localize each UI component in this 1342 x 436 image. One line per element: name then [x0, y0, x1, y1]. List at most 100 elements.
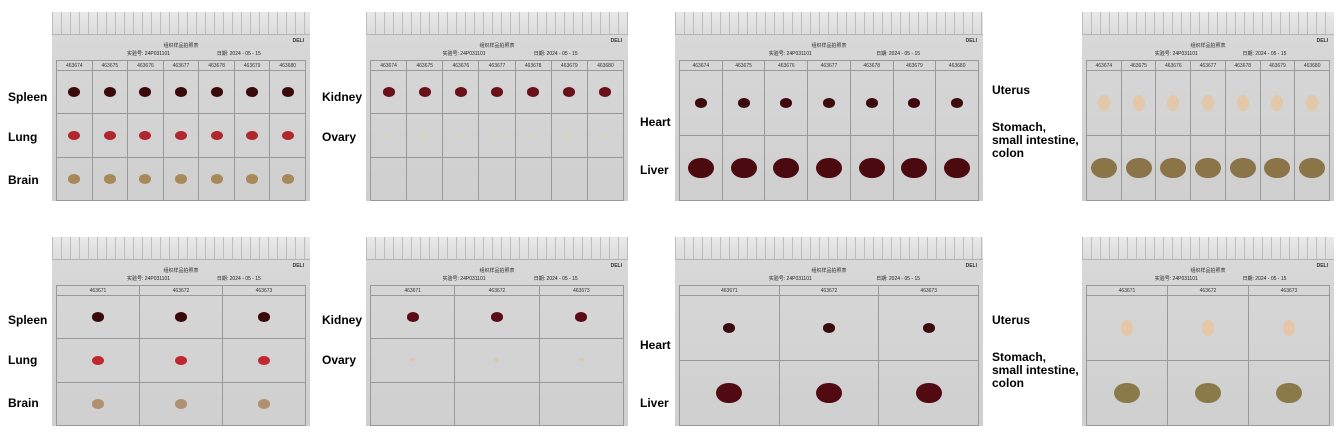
sample-cell [722, 136, 766, 201]
sample-cell [779, 296, 880, 361]
sample-id: 463671 [371, 286, 456, 296]
sample-cell [234, 157, 271, 201]
ruler [52, 237, 310, 260]
sample-id: 463672 [779, 286, 880, 296]
tissue-sample [210, 130, 223, 141]
tissue-sample [815, 382, 842, 404]
sheet-title: 组织样品拍照表 [1190, 268, 1226, 274]
sample-cell [128, 157, 164, 201]
sheet-title: 组织样品拍照表 [811, 43, 847, 49]
sample-cell [455, 382, 540, 426]
sample-id: 463675 [92, 61, 129, 71]
tissue-sample [386, 133, 392, 138]
organ-label: Liver [640, 162, 669, 177]
tissue-sample [563, 87, 576, 97]
sample-id: 463679 [551, 61, 588, 71]
ruler [366, 237, 628, 260]
sheet-title: 组织样品拍照表 [479, 268, 515, 274]
sheet-id: 实验号: 24P031101 [442, 276, 486, 282]
sample-cell [551, 71, 588, 115]
sample-id: 463677 [163, 61, 200, 71]
tissue-sample [901, 157, 928, 179]
sample-cell [199, 114, 235, 158]
sample-grid: 463674 463675 463676 463677 463678 463679 4636… [1086, 60, 1330, 201]
sheet-id: 实验号: 24P031101 [442, 51, 486, 57]
sample-cell [680, 71, 723, 136]
sample-cell [92, 157, 129, 201]
tissue-sample [175, 355, 187, 366]
sample-grid: 463671 463672 463673 [679, 285, 979, 426]
sample-cell [1260, 136, 1296, 201]
ruler-brand: DELI [1316, 263, 1328, 269]
sample-cell [808, 71, 851, 136]
ruler-brand: DELI [292, 38, 304, 44]
tissue-sample [458, 133, 464, 138]
tissue-sample [1195, 382, 1221, 404]
sample-cell [779, 361, 880, 426]
sample-cell [234, 71, 271, 115]
sample-cell [479, 114, 516, 158]
tissue-sample [1097, 94, 1110, 112]
sample-cell [371, 71, 408, 115]
sample-cell [1156, 71, 1192, 136]
sample-id: 463672 [140, 286, 223, 296]
organ-label: Heart [640, 114, 671, 129]
sample-cell [270, 114, 306, 158]
organ-label: Spleen [8, 89, 48, 104]
specimen-photo: DELI 组织样品拍照表 实验号: 24P031101 日期: 2024 - 05 -… [52, 237, 310, 426]
sample-cell [1295, 71, 1330, 136]
sample-cell [163, 114, 200, 158]
tissue-sample [865, 98, 878, 108]
sample-cell [587, 71, 624, 115]
tissue-sample [1229, 157, 1256, 179]
tissue-sample [174, 87, 187, 97]
sheet-date: 日期: 2024 - 05 - 15 [216, 276, 261, 282]
sheet-id: 实验号: 24P031101 [127, 276, 171, 282]
tissue-sample [599, 87, 612, 97]
tissue-sample [694, 98, 707, 108]
ruler [1082, 237, 1334, 260]
tissue-sample [915, 382, 942, 404]
sample-grid: 463671 463672 463673 [1086, 285, 1330, 426]
sample-id: 463680 [587, 61, 624, 71]
sample-cell [1087, 361, 1168, 426]
specimen-photo: DELI 组织样品拍照表 实验号: 24P031101 日期: 2024 - 05 -… [1082, 237, 1334, 426]
sample-grid: 463671 463672 463673 [56, 285, 306, 426]
tissue-sample [1283, 319, 1295, 337]
tissue-sample [494, 133, 500, 138]
tissue-sample [1167, 94, 1180, 112]
sample-cell [163, 71, 200, 115]
tissue-sample [174, 130, 187, 141]
sample-cell [92, 71, 129, 115]
sample-cell [515, 71, 552, 115]
sheet-meta: 实验号: 24P031101 日期: 2024 - 05 - 15 [1132, 275, 1308, 282]
sample-id: 463674 [680, 61, 723, 71]
sample-id: 463675 [722, 61, 766, 71]
tissue-sample [139, 130, 152, 141]
tissue-sample [716, 382, 743, 404]
sample-cell [407, 157, 444, 201]
tissue-sample [1276, 382, 1302, 404]
organ-label: Uterus [992, 82, 1031, 97]
sheet-title: 组织样品拍照表 [479, 43, 515, 49]
tissue-sample [92, 399, 104, 409]
specimen-photo: DELI 组织样品拍照表 实验号: 24P031101 日期: 2024 - 05 -… [675, 237, 983, 426]
tissue-sample [1194, 157, 1221, 179]
sample-id: 463678 [850, 61, 894, 71]
sample-cell [371, 114, 408, 158]
tissue-sample [1160, 157, 1187, 179]
sample-cell [1121, 71, 1157, 136]
tissue-sample [410, 358, 416, 363]
sample-cell [223, 296, 306, 340]
sample-id: 463680 [936, 61, 979, 71]
tissue-sample [822, 98, 835, 108]
tissue-sample [281, 87, 294, 97]
sheet-title: 组织样品拍照表 [163, 268, 199, 274]
tissue-sample [68, 87, 81, 97]
tissue-sample [780, 98, 793, 108]
sheet-meta: 实验号: 24P031101 日期: 2024 - 05 - 15 [104, 275, 285, 282]
organ-label: Lung [8, 129, 38, 144]
sample-cell [587, 157, 624, 201]
tissue-sample [281, 130, 294, 141]
sample-cell [407, 114, 444, 158]
